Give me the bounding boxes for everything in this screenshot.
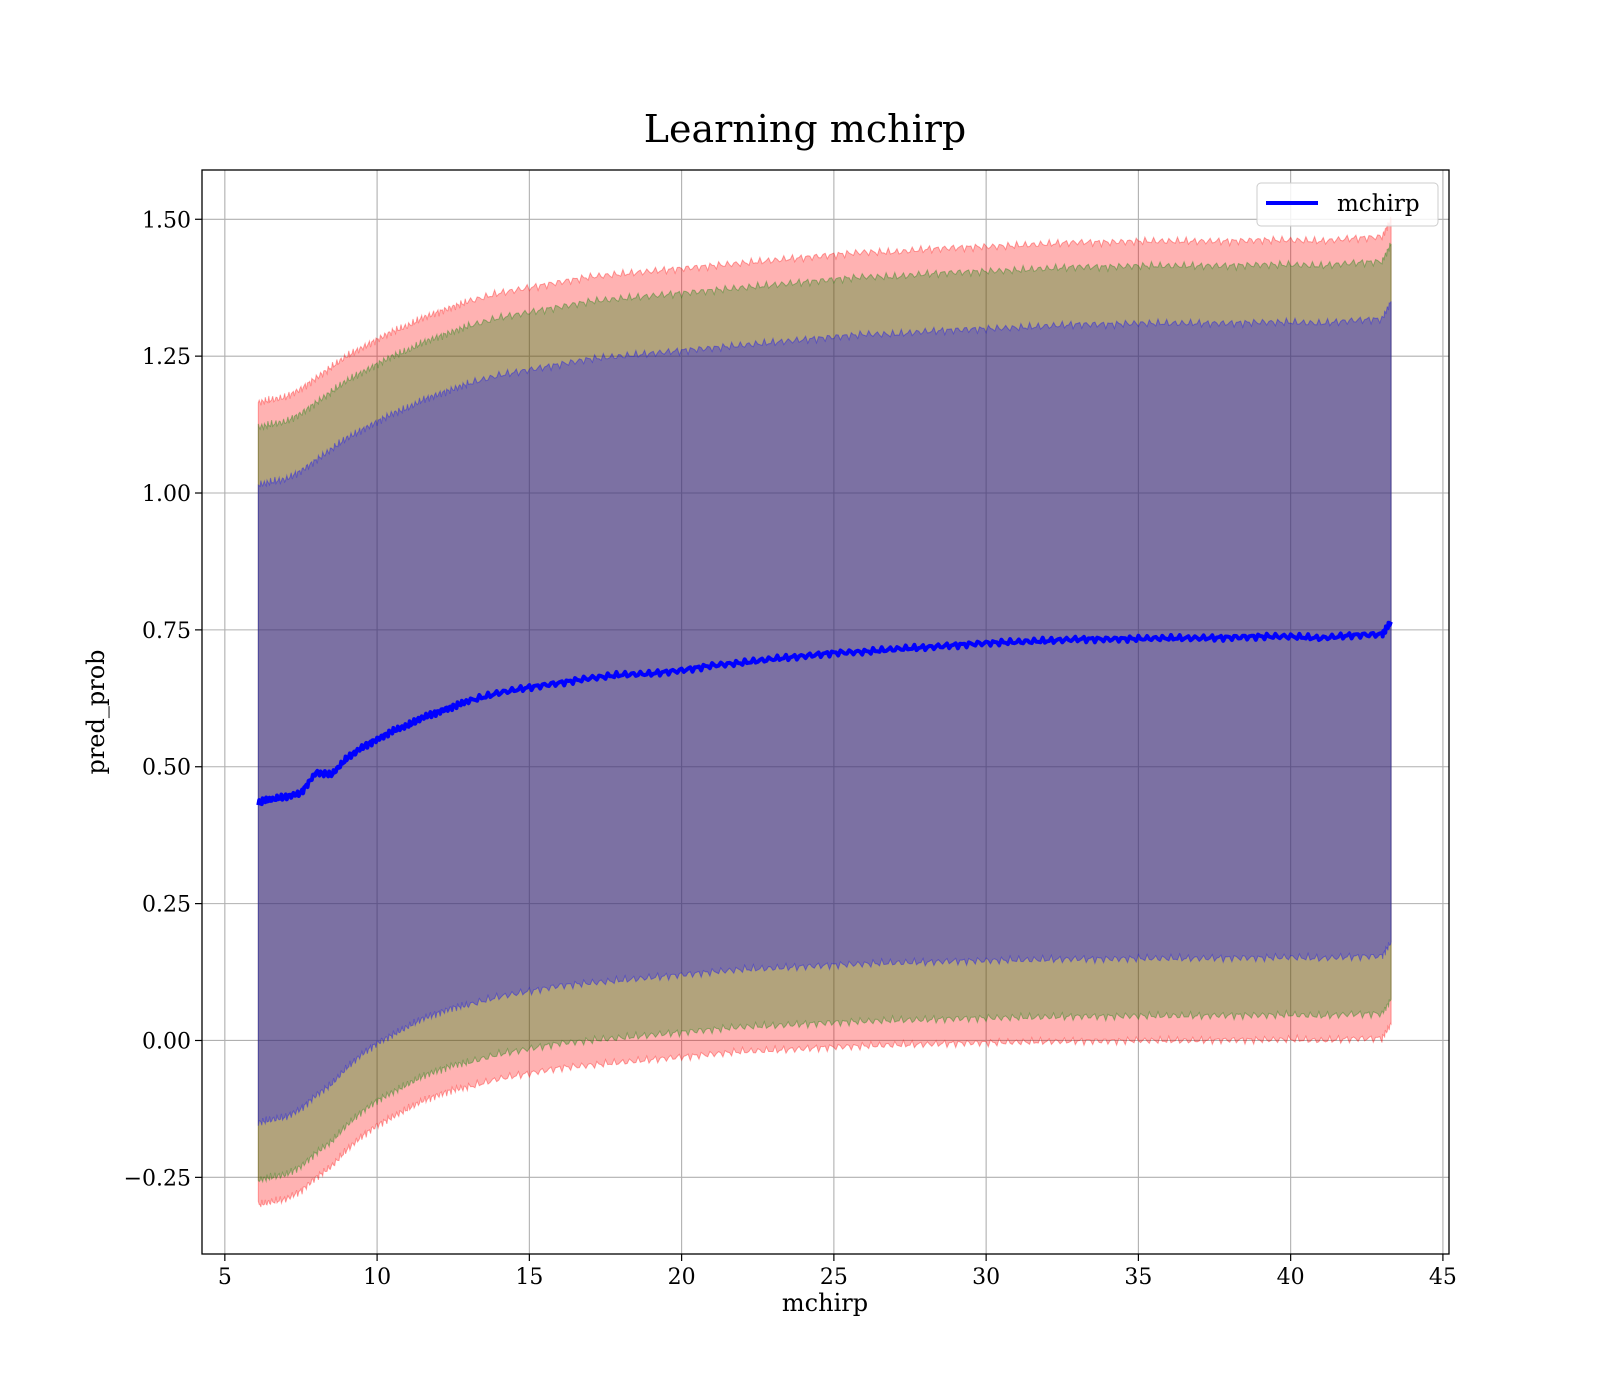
series-lines xyxy=(256,620,1393,807)
x-tick-label: 30 xyxy=(972,1265,1000,1290)
series-line-mchirp xyxy=(256,620,1393,807)
y-tick-label: 1.00 xyxy=(142,482,191,507)
y-tick-label: 0.75 xyxy=(142,619,191,644)
x-tick-label: 10 xyxy=(363,1265,391,1290)
legend-label-mchirp: mchirp xyxy=(1337,191,1420,217)
y-tick-label: 1.50 xyxy=(142,208,191,233)
legend: mchirp xyxy=(1256,182,1439,227)
y-tick-label: 0.25 xyxy=(142,893,191,918)
x-axis-label: mchirp xyxy=(782,1289,868,1317)
x-tick-label: 20 xyxy=(668,1265,696,1290)
grid-lines xyxy=(202,170,1449,1254)
y-tick-label: 0.50 xyxy=(142,756,191,781)
x-tick-label: 25 xyxy=(820,1265,848,1290)
x-tick-label: 40 xyxy=(1277,1265,1305,1290)
y-tick-label: 1.25 xyxy=(142,345,191,370)
chart-title: Learning mchirp xyxy=(644,107,966,151)
plot-frame xyxy=(201,169,1450,1255)
confidence-band-2 xyxy=(257,242,1392,1184)
y-tick-label: −0.25 xyxy=(124,1166,191,1191)
confidence-band-1 xyxy=(257,216,1392,1208)
x-axis-ticks: 5 10 15 20 25 30 35 40 45 xyxy=(218,1254,1457,1290)
confidence-band-3 xyxy=(257,301,1392,1126)
y-tick-label: 0.00 xyxy=(142,1029,191,1054)
x-tick-label: 5 xyxy=(218,1265,232,1290)
confidence-bands xyxy=(257,216,1392,1208)
y-axis-label: pred_prob xyxy=(82,649,110,774)
x-tick-label: 45 xyxy=(1429,1265,1457,1290)
x-tick-label: 35 xyxy=(1124,1265,1152,1290)
legend-box xyxy=(1256,182,1439,227)
y-axis-ticks: −0.25 0.00 0.25 0.50 0.75 1.00 1.25 1.50 xyxy=(124,208,202,1191)
x-tick-label: 15 xyxy=(515,1265,543,1290)
